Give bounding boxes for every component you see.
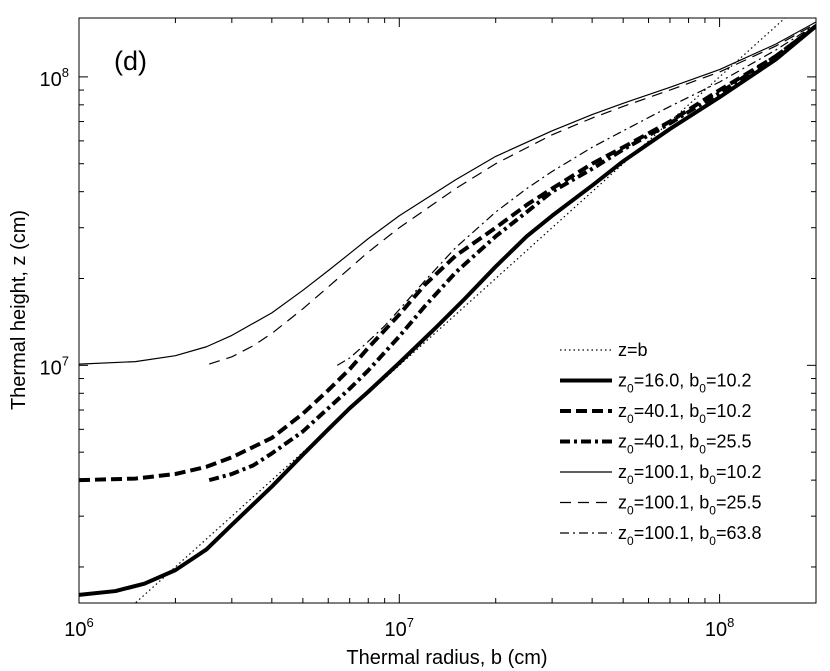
y-tick-label: 107 — [40, 353, 69, 379]
series-line-5 — [79, 21, 816, 365]
y-tick-label: 108 — [40, 65, 69, 91]
x-axis-label: Thermal radius, b (cm) — [346, 647, 547, 669]
legend-label-5: z0=100.1, b0=10.2 — [618, 462, 762, 487]
legend-label-4: z0=40.1, b0=25.5 — [618, 432, 751, 457]
legend-label-7: z0=100.1, b0=63.8 — [618, 523, 762, 548]
series-line-1 — [134, 18, 786, 603]
y-axis-label: Thermal height, z (cm) — [8, 210, 30, 410]
x-tick-label: 106 — [64, 615, 93, 641]
series-line-6 — [209, 23, 816, 365]
legend-label-1: z=b — [618, 340, 648, 360]
x-tick-label: 107 — [385, 615, 414, 641]
panel-label: (d) — [114, 46, 147, 76]
legend-label-6: z0=100.1, b0=25.5 — [618, 493, 762, 518]
x-tick-label: 108 — [705, 615, 734, 641]
legend-label-3: z0=40.1, b0=10.2 — [618, 401, 751, 426]
legend: z=b z0=16.0, b0=10.2 z0=40.1, b0=10.2 z0=40… — [560, 340, 762, 548]
legend-label-2: z0=16.0, b0=10.2 — [618, 371, 751, 396]
series-line-2 — [79, 24, 816, 597]
